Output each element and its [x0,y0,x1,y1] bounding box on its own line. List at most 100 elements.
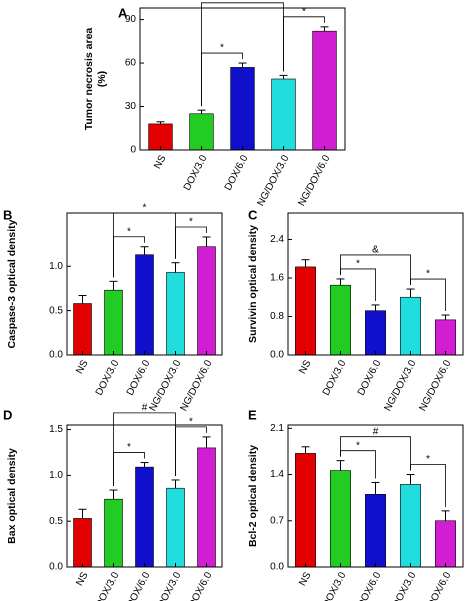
significance-label: * [143,203,147,214]
bracket-line [113,412,176,487]
bar [104,498,123,568]
error-bar [197,109,206,114]
y-tick-label: 0.8 [270,311,284,322]
error-bar [171,262,180,273]
error-bar [109,280,118,291]
bracket-line [201,2,284,107]
error-bar [301,446,310,454]
y-tick-label: 0.5 [49,516,63,527]
significance-label: * [302,6,306,17]
x-tick-label: NS [297,570,313,588]
plot-frame [287,212,464,356]
y-tick-label: 90 [125,14,137,25]
error-bar [336,460,345,471]
bar [295,453,316,568]
y-tick-label: 1.5 [49,424,63,435]
bar [166,272,185,356]
y-tick-label: 0.0 [270,562,284,573]
bracket-line [340,254,411,286]
x-tick-label: NS [152,153,168,171]
y-axis-title-line: (%) [96,71,108,87]
significance-label: # [373,426,379,437]
x-tick-label: DOX/6.0 [356,570,384,601]
error-bar [171,479,180,489]
plot-frame [66,424,223,568]
y-axis-title: Tumor necrosis area(%) [83,28,108,131]
x-tick-label: DOX/6.0 [223,153,251,192]
y-tick-label: 60 [125,58,137,69]
y-axis-title-line: Caspase-3 optical density [6,219,18,348]
significance-label: # [142,403,148,414]
bar [166,487,185,568]
x-tick-label: DOX/6.0 [125,570,153,601]
significance-label: * [189,217,193,228]
panel-letter: B [3,207,12,222]
y-tick-label: 1.0 [49,470,63,481]
significance-label: * [241,0,245,3]
bar [295,266,316,356]
x-tick-label: NG/DOX/3.0 [147,570,183,601]
x-tick-label: DOX/3.0 [321,570,349,601]
y-axis-title: Caspase-3 optical density [6,219,18,348]
y-tick-label: 0.0 [270,350,284,361]
error-bar [441,314,450,320]
x-tick-label: NS [297,358,313,376]
plot-frame [66,212,223,356]
error-bar [140,462,149,468]
panel-letter: E [248,407,257,422]
error-bar [406,288,415,298]
error-bar [109,489,118,500]
y-tick-label: 1.6 [270,273,284,284]
y-axis-title: Bcl-2 optical density [247,445,259,547]
error-bar [140,246,149,255]
error-bar [202,236,211,247]
x-tick-label: NG/DOX/6.0 [296,153,332,208]
y-axis-title-line: Bcl-2 optical density [247,445,259,547]
error-bar [371,481,380,495]
bar [135,254,154,356]
y-tick-label: 0.0 [49,350,63,361]
y-tick-label: 2.4 [270,234,284,245]
error-bar [279,74,288,79]
x-tick-label: NG/DOX/3.0 [255,153,291,208]
bar [135,466,154,568]
y-axis-title-line: Survivin optical density [247,225,259,343]
error-bar [406,474,415,485]
bar [197,447,216,568]
y-tick-label: 1.4 [270,469,284,480]
significance-label: * [127,226,131,237]
x-tick-label: NS [74,358,90,376]
error-bar [320,26,329,32]
bar [271,78,296,151]
bar [189,113,214,151]
bracket-line [340,436,411,471]
x-tick-label: DOX/6.0 [356,358,384,397]
bar [73,518,92,568]
x-tick-label: NG/DOX/6.0 [417,358,453,413]
error-bar [301,259,310,267]
bar [197,246,216,356]
error-bar [336,278,345,286]
y-tick-label: 30 [125,101,137,112]
x-tick-label: NG/DOX/3.0 [147,358,183,413]
bar [365,310,386,356]
significance-label: * [189,417,193,428]
x-tick-label: DOX/3.0 [94,570,122,601]
x-tick-label: NG/DOX/6.0 [178,570,214,601]
significance-label: * [426,454,430,465]
panel-letter: C [248,207,258,222]
y-tick-label: 0.0 [49,562,63,573]
y-tick-label: 0.7 [270,515,284,526]
error-bar [78,508,87,519]
bar [330,470,351,568]
significance-label: * [220,43,224,54]
x-tick-label: NG/DOX/6.0 [417,570,453,601]
panel-letter: D [3,407,12,422]
y-tick-label: 0 [130,145,136,156]
plot-frame [139,7,346,151]
y-axis-title-line: Bax optical density [6,448,18,544]
bar [400,484,421,568]
x-tick-label: NG/DOX/6.0 [178,358,214,413]
y-tick-label: 0.5 [49,305,63,316]
